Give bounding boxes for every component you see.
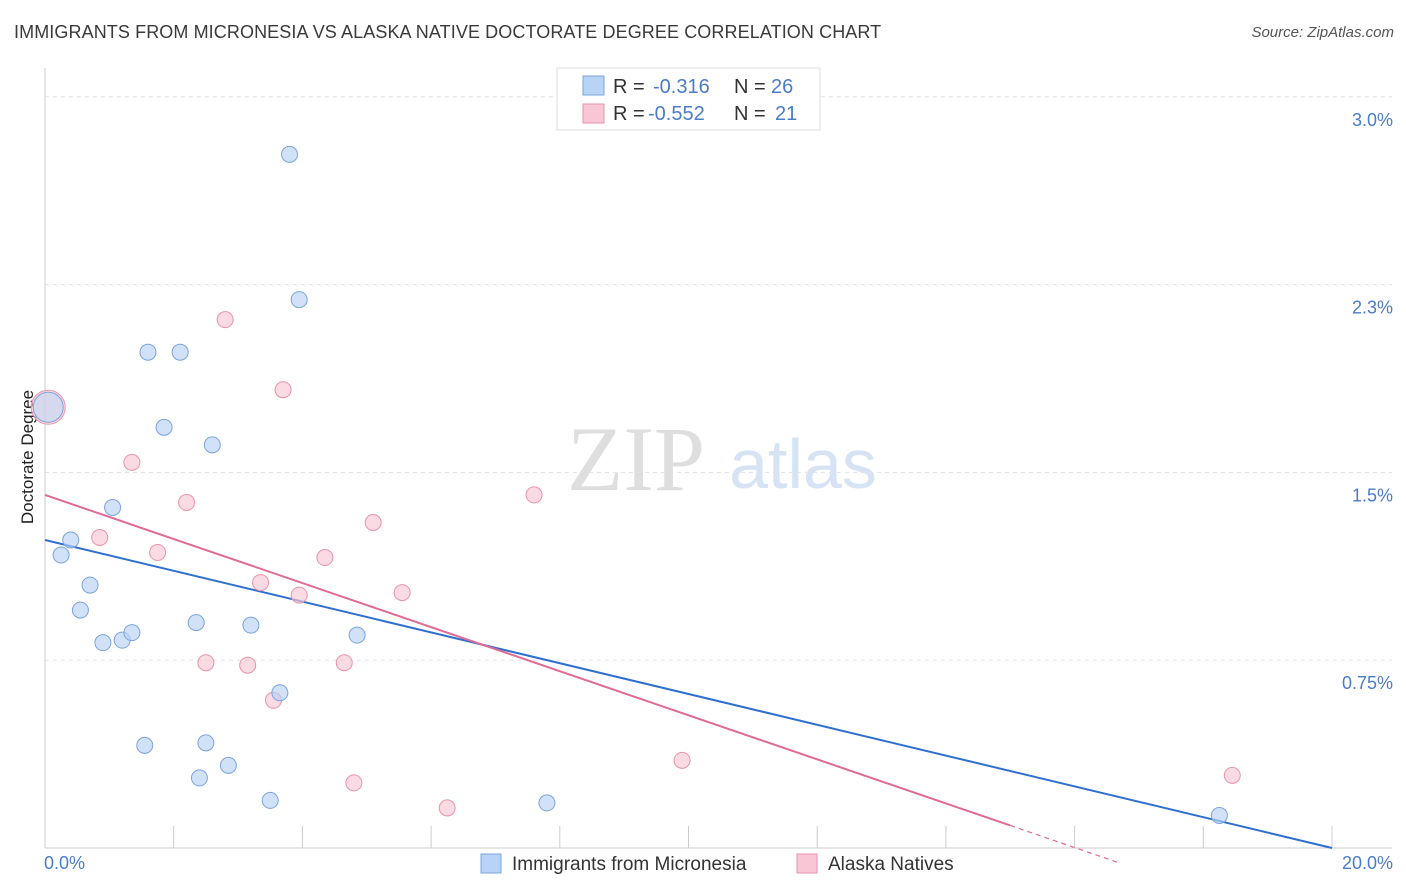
- point-alaska-17: [438, 799, 456, 817]
- y-tick-label-2: 1.5%: [1352, 485, 1393, 505]
- stats-r-label-a: R =: [613, 76, 645, 98]
- point-micronesia-14: [190, 769, 208, 787]
- stats-legend: R = -0.316 N = 26 R = -0.552 N = 21: [556, 67, 821, 131]
- point-alaska-4: [178, 493, 196, 511]
- stats-n-value-a: 26: [771, 76, 793, 98]
- y-tick-label-0: 3.0%: [1352, 110, 1393, 130]
- point-micronesia-24: [538, 794, 556, 812]
- point-micronesia-21: [281, 145, 299, 163]
- stats-n-label-a: N =: [734, 76, 766, 98]
- legend-label-alaska: Alaska Natives: [828, 854, 954, 875]
- point-alaska-8: [252, 574, 270, 592]
- point-alaska-5: [197, 654, 215, 672]
- y-tick-labels: 3.0% 2.3% 1.5% 0.75%: [1342, 110, 1393, 693]
- point-alaska-13: [335, 654, 353, 672]
- point-micronesia-5: [94, 634, 112, 652]
- point-micronesia-13: [187, 614, 205, 632]
- point-micronesia-8: [123, 624, 141, 642]
- chart-title: IMMIGRANTS FROM MICRONESIA VS ALASKA NAT…: [14, 22, 882, 42]
- legend-swatch-alaska: [796, 853, 818, 874]
- data-points: [30, 145, 1241, 824]
- point-micronesia-6: [104, 498, 122, 516]
- series-legend: Immigrants from Micronesia Alaska Native…: [480, 853, 954, 875]
- stats-swatch-pink: [582, 103, 605, 124]
- point-micronesia-3: [71, 601, 89, 619]
- point-alaska-2: [123, 453, 141, 471]
- legend-label-micronesia: Immigrants from Micronesia: [512, 854, 747, 875]
- point-micronesia-large: [32, 391, 64, 423]
- source-label: Source: ZipAtlas.com: [1251, 24, 1394, 41]
- point-micronesia-20: [271, 684, 289, 702]
- point-micronesia-22: [290, 291, 308, 309]
- trend-line-alaska-extension: [1010, 824, 1120, 864]
- point-alaska-7: [239, 656, 257, 674]
- point-alaska-3: [149, 544, 167, 562]
- point-alaska-10: [274, 381, 292, 399]
- point-micronesia-1: [52, 546, 70, 564]
- stats-swatch-blue: [582, 75, 605, 96]
- trend-line-micronesia: [44, 539, 1333, 849]
- point-alaska-20: [1223, 766, 1241, 784]
- stats-n-value-b: 21: [775, 103, 797, 125]
- point-micronesia-12: [171, 343, 189, 361]
- point-micronesia-18: [242, 616, 260, 634]
- x-tick-label-1: 20.0%: [1342, 853, 1393, 873]
- point-alaska-11: [290, 586, 308, 604]
- point-micronesia-16: [203, 436, 221, 454]
- stats-r-label-b: R =: [613, 103, 645, 125]
- point-micronesia-2: [62, 531, 80, 549]
- point-alaska-16: [393, 584, 411, 602]
- point-micronesia-25: [1210, 806, 1228, 824]
- point-micronesia-19: [261, 791, 279, 809]
- x-tick-labels: 0.0% 20.0%: [44, 853, 1393, 873]
- point-micronesia-23: [348, 626, 366, 644]
- stats-r-value-a: -0.316: [653, 76, 710, 98]
- point-alaska-18: [525, 486, 543, 504]
- watermark-atlas: atlas: [729, 425, 877, 503]
- stats-n-label-b: N =: [734, 103, 766, 125]
- point-alaska-12: [316, 549, 334, 567]
- point-micronesia-17: [219, 756, 237, 774]
- stats-r-value-b: -0.552: [648, 103, 705, 125]
- point-alaska-1: [91, 528, 109, 546]
- point-micronesia-15: [197, 734, 215, 752]
- point-alaska-19: [673, 751, 691, 769]
- axes: [44, 68, 1392, 849]
- legend-swatch-micronesia: [480, 853, 502, 874]
- grid: [45, 96, 1392, 661]
- x-tick-label-0: 0.0%: [44, 853, 85, 873]
- point-micronesia-10: [139, 343, 157, 361]
- y-axis-label: Doctorate Degree: [18, 390, 37, 524]
- point-micronesia-11: [155, 418, 173, 436]
- point-micronesia-9: [136, 736, 154, 754]
- point-alaska-14: [345, 774, 363, 792]
- watermark-zip: ZIP: [567, 408, 705, 510]
- point-alaska-15: [364, 513, 382, 531]
- y-tick-label-1: 2.3%: [1352, 298, 1393, 318]
- point-alaska-6: [216, 311, 234, 329]
- trend-lines: [44, 493, 1333, 864]
- trend-line-alaska: [44, 493, 1011, 827]
- y-tick-label-3: 0.75%: [1342, 673, 1393, 693]
- point-micronesia-4: [81, 576, 99, 594]
